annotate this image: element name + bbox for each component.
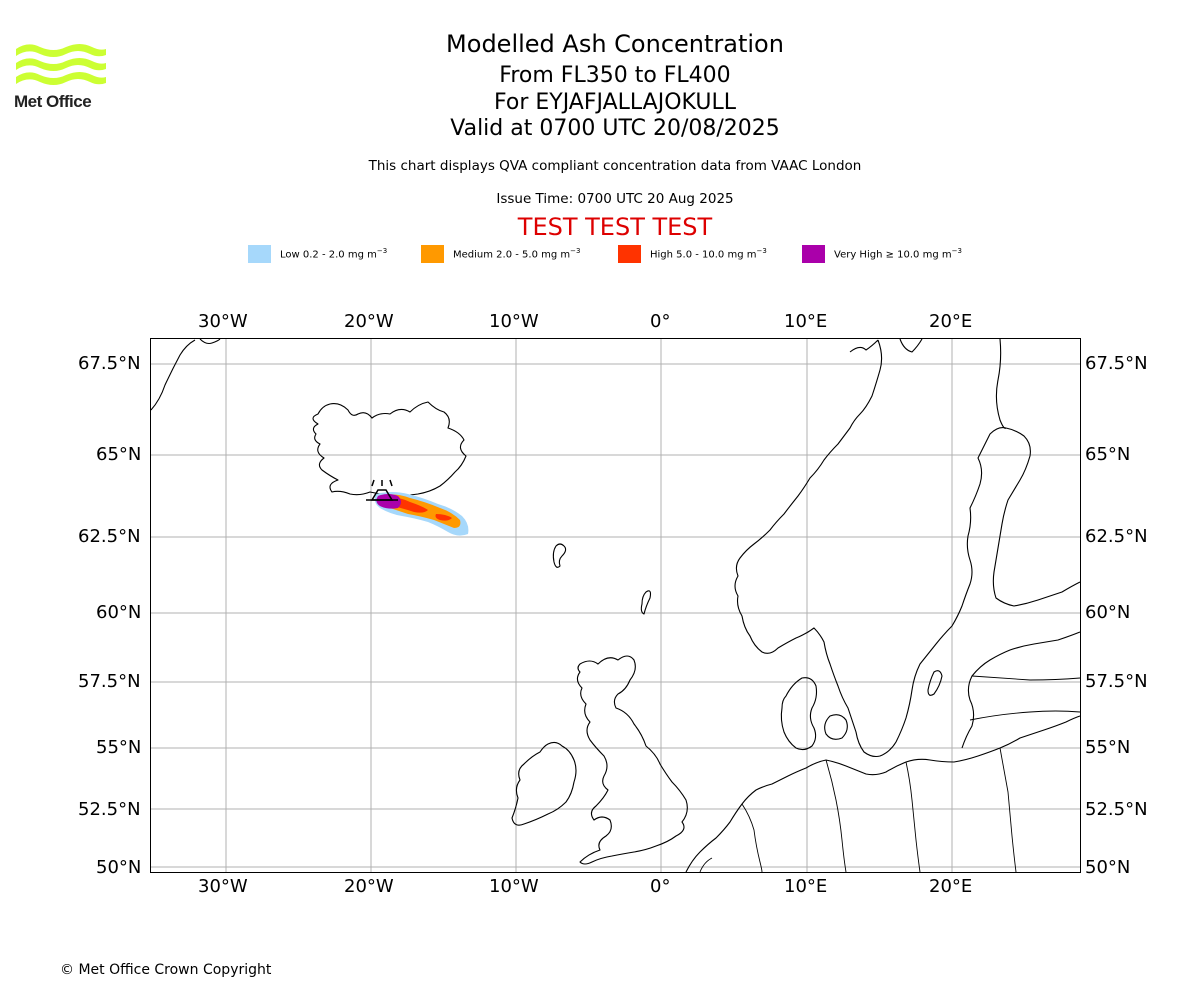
test-banner: TEST TEST TEST xyxy=(517,213,713,241)
lon-label-top: 20°E xyxy=(929,311,973,332)
norway-north-coast xyxy=(899,338,923,353)
lat-label-left: 55°N xyxy=(96,737,142,758)
lat-label-right: 57.5°N xyxy=(1085,671,1148,692)
lon-label-bottom: 30°W xyxy=(198,876,248,897)
volcano-icon xyxy=(366,479,398,501)
issue-time: Issue Time: 0700 UTC 20 Aug 2025 xyxy=(496,191,734,207)
map-gridlines xyxy=(151,339,1080,872)
qva-note: This chart displays QVA compliant concen… xyxy=(368,158,862,174)
met-office-logo-icon xyxy=(16,44,106,85)
legend-swatch-low xyxy=(248,245,271,263)
shetland-coast xyxy=(640,590,652,615)
coastlines xyxy=(150,338,1081,873)
lat-label-right: 50°N xyxy=(1085,857,1131,878)
faroe-coast xyxy=(552,543,567,568)
chart-title: Modelled Ash Concentration xyxy=(446,30,784,58)
lat-label-left: 67.5°N xyxy=(78,353,141,374)
sweden-inland-line xyxy=(995,338,1007,429)
lon-label-bottom: 10°E xyxy=(784,876,828,897)
legend-label-medium: Medium 2.0 - 5.0 mg m xyxy=(453,249,571,261)
ireland-coast xyxy=(511,741,577,826)
iceland-coast xyxy=(312,401,467,497)
lat-label-left: 65°N xyxy=(96,444,142,465)
zealand-coast xyxy=(824,714,848,740)
legend-label-low: Low 0.2 - 2.0 mg m xyxy=(280,249,377,261)
denmark-coast xyxy=(780,677,818,751)
lat-label-left: 62.5°N xyxy=(78,526,141,547)
ash-high-area-east xyxy=(435,514,452,521)
lat-label-right: 55°N xyxy=(1085,737,1131,758)
legend-swatch-high xyxy=(618,245,641,263)
lon-label-top: 10°E xyxy=(784,311,828,332)
lat-label-left: 57.5°N xyxy=(78,671,141,692)
flight-levels: From FL350 to FL400 xyxy=(499,63,731,88)
lon-label-bottom: 0° xyxy=(650,876,671,897)
continental-coast xyxy=(685,715,1081,873)
copyright: © Met Office Crown Copyright xyxy=(60,962,272,978)
logo-text: Met Office xyxy=(14,92,92,111)
lat-label-left: 52.5°N xyxy=(78,799,141,820)
ash-plume xyxy=(374,492,469,536)
lon-label-bottom: 20°W xyxy=(344,876,394,897)
lon-label-top: 30°W xyxy=(198,311,248,332)
legend-label-high: High 5.0 - 10.0 mg m xyxy=(650,249,757,261)
map-frame xyxy=(150,338,1081,873)
borders xyxy=(699,675,1081,873)
lon-label-top: 20°W xyxy=(344,311,394,332)
lon-label-top: 10°W xyxy=(489,311,539,332)
lon-label-bottom: 10°W xyxy=(489,876,539,897)
lat-label-right: 60°N xyxy=(1085,602,1131,623)
scandinavia-coast xyxy=(734,339,1081,758)
great-britain-coast xyxy=(576,655,688,865)
baltic-coast xyxy=(961,631,1081,749)
gotland-coast xyxy=(927,670,943,696)
lat-label-right: 65°N xyxy=(1085,444,1131,465)
legend-label-very-high: Very High ≥ 10.0 mg m xyxy=(834,249,952,261)
valid-time: Valid at 0700 UTC 20/08/2025 xyxy=(450,116,780,141)
lat-label-left: 60°N xyxy=(96,602,142,623)
legend-swatch-medium xyxy=(421,245,444,263)
legend-swatch-very-high xyxy=(802,245,825,263)
lon-label-bottom: 20°E xyxy=(929,876,973,897)
lon-label-top: 0° xyxy=(650,311,671,332)
ash-very-high-area xyxy=(376,494,401,509)
volcano-name: For EYJAFJALLAJOKULL xyxy=(494,90,736,115)
lat-label-right: 62.5°N xyxy=(1085,526,1148,547)
lat-label-left: 50°N xyxy=(96,857,142,878)
lat-label-right: 52.5°N xyxy=(1085,799,1148,820)
lat-label-right: 67.5°N xyxy=(1085,353,1148,374)
greenland-coast xyxy=(150,338,221,411)
